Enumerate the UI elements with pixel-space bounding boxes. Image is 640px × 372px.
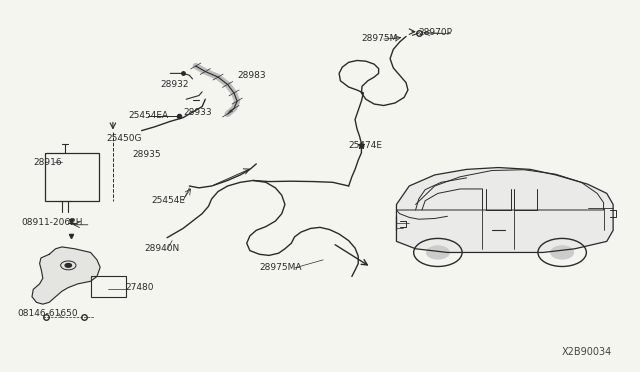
Text: 25454E: 25454E [151, 196, 185, 205]
Circle shape [65, 263, 72, 267]
Text: 28940N: 28940N [145, 244, 180, 253]
Text: 27480: 27480 [125, 283, 154, 292]
Bar [45, 153, 99, 201]
Polygon shape [396, 167, 613, 253]
Bar [91, 276, 125, 297]
Text: 28935: 28935 [132, 150, 161, 159]
Text: 25474E: 25474E [349, 141, 383, 150]
Text: 28932: 28932 [161, 80, 189, 89]
Polygon shape [32, 247, 100, 304]
Circle shape [550, 246, 573, 259]
Text: 28975M: 28975M [362, 34, 398, 43]
Text: 28975MA: 28975MA [259, 263, 302, 272]
Circle shape [426, 246, 449, 259]
Text: 28970P: 28970P [419, 28, 452, 37]
Text: 28916: 28916 [33, 157, 62, 167]
Text: X2B90034: X2B90034 [562, 347, 612, 357]
Text: 08146-61650: 08146-61650 [17, 309, 78, 318]
Text: 25454EA: 25454EA [129, 111, 169, 121]
Text: 25450G: 25450G [106, 134, 142, 142]
Text: 28933: 28933 [183, 108, 212, 117]
Text: 28983: 28983 [237, 71, 266, 80]
Text: 08911-2062H: 08911-2062H [22, 218, 83, 227]
